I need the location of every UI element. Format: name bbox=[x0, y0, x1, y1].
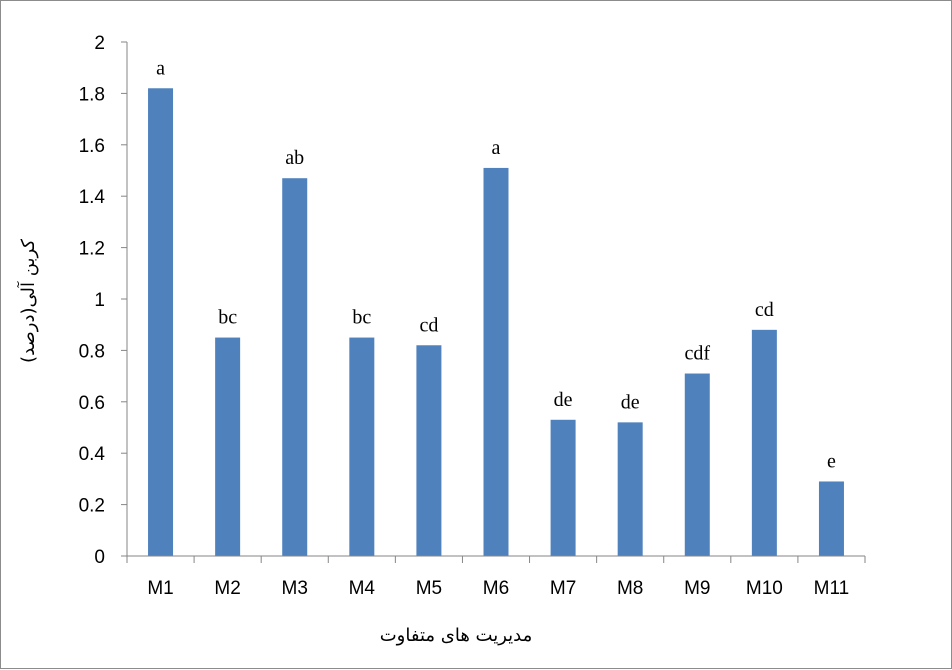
x-tick-label-m10: M10 bbox=[746, 578, 783, 599]
y-tick-label: 0 bbox=[94, 547, 105, 568]
y-axis-title: کربن آلی(درصد) bbox=[16, 239, 39, 363]
x-tick-label-m3: M3 bbox=[282, 578, 308, 599]
bar-m10 bbox=[752, 330, 777, 556]
y-tick-label: 1.4 bbox=[79, 187, 106, 208]
y-tick-label: 0.8 bbox=[79, 341, 105, 362]
bar-m1 bbox=[148, 88, 173, 556]
bar-m7 bbox=[551, 420, 576, 556]
x-tick-label-m7: M7 bbox=[550, 578, 576, 599]
bar-m3 bbox=[282, 178, 307, 556]
x-tick-label-m1: M1 bbox=[147, 578, 173, 599]
data-label-m1: a bbox=[156, 57, 165, 79]
bar-m9 bbox=[685, 374, 710, 556]
x-tick-label-m8: M8 bbox=[617, 578, 643, 599]
x-tick-label-m9: M9 bbox=[684, 578, 710, 599]
data-label-m2: bc bbox=[218, 307, 237, 329]
bar-m4 bbox=[349, 338, 374, 556]
bar-m2 bbox=[215, 338, 240, 556]
bar-m8 bbox=[618, 422, 643, 556]
y-tick-label: 1 bbox=[94, 290, 105, 311]
y-tick-label: 2 bbox=[94, 33, 105, 54]
x-tick-label-m4: M4 bbox=[349, 578, 376, 599]
data-label-m9: cdf bbox=[684, 343, 710, 365]
bar-m11 bbox=[819, 481, 844, 556]
data-label-m4: bc bbox=[352, 307, 371, 329]
x-tick-labels-group: M1 M2 M3 M4 M5 M6 M7 M8 M9 M10 M11 bbox=[147, 578, 849, 599]
x-tick-label-m5: M5 bbox=[416, 578, 442, 599]
y-tick-label: 1.2 bbox=[79, 239, 105, 260]
y-tick-label: 0.2 bbox=[79, 496, 105, 517]
data-label-m7: de bbox=[554, 389, 573, 411]
data-label-m11: e bbox=[827, 450, 836, 472]
x-axis-title: مدیریت های متفاوت bbox=[380, 625, 533, 646]
y-tick-label: 1.6 bbox=[79, 136, 105, 157]
data-label-m6: a bbox=[492, 137, 501, 159]
y-tick-label: 0.4 bbox=[79, 444, 106, 465]
y-tick-label: 0.6 bbox=[79, 393, 105, 414]
bar-m5 bbox=[416, 345, 441, 556]
x-tick-label-m11: M11 bbox=[814, 578, 850, 599]
x-tick-label-m6: M6 bbox=[483, 578, 509, 599]
data-label-m5: cd bbox=[419, 314, 438, 336]
data-label-m8: de bbox=[621, 391, 640, 413]
x-tick-label-m2: M2 bbox=[214, 578, 240, 599]
bar-m6 bbox=[484, 168, 509, 556]
data-label-m10: cd bbox=[755, 299, 774, 321]
y-tick-label: 1.8 bbox=[79, 84, 105, 105]
y-tick-labels-group: 0 0.2 0.4 0.6 0.8 1 1.2 1.4 1.6 1.8 2 bbox=[79, 33, 106, 568]
data-label-m3: ab bbox=[285, 147, 304, 169]
